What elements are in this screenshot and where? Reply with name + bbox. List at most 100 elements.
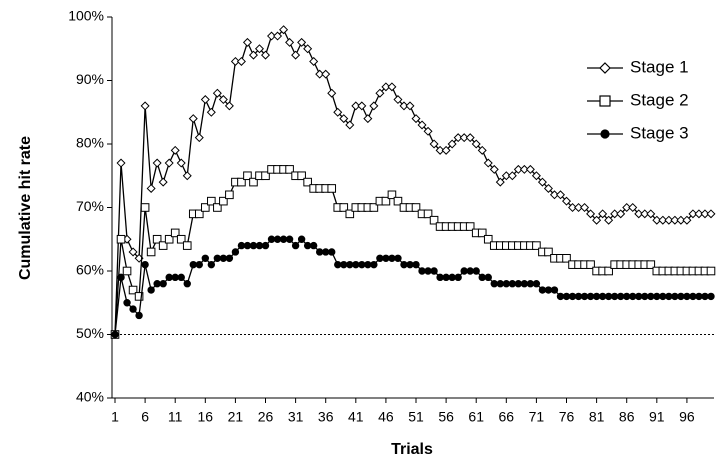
marker: [604, 266, 613, 276]
marker: [526, 280, 535, 288]
marker: [411, 114, 421, 124]
marker: [616, 292, 625, 301]
marker: [599, 62, 611, 74]
marker: [159, 280, 167, 288]
marker: [393, 196, 403, 206]
x-tick-label: 86: [619, 409, 635, 425]
marker: [116, 158, 126, 168]
marker: [496, 280, 504, 288]
marker: [158, 177, 168, 187]
marker: [448, 273, 456, 282]
marker: [291, 241, 300, 250]
marker: [261, 171, 270, 181]
marker: [146, 183, 156, 193]
marker: [363, 114, 373, 124]
marker: [170, 228, 180, 238]
marker: [164, 234, 174, 244]
marker: [400, 260, 408, 269]
marker: [490, 280, 498, 288]
marker: [447, 139, 457, 149]
marker: [388, 254, 396, 262]
x-tick-label: 41: [348, 409, 364, 425]
legend-label: Stage 2: [630, 90, 689, 109]
marker: [635, 292, 643, 301]
marker: [297, 171, 306, 181]
marker: [225, 254, 234, 262]
marker: [683, 292, 691, 301]
marker: [580, 202, 590, 213]
marker: [652, 215, 662, 225]
marker: [297, 37, 307, 47]
marker: [369, 203, 379, 212]
marker: [183, 280, 191, 288]
marker: [249, 241, 258, 250]
marker: [513, 164, 523, 174]
marker: [477, 145, 487, 155]
marker: [574, 292, 583, 301]
marker: [435, 145, 445, 155]
marker: [472, 267, 480, 275]
marker: [441, 145, 451, 155]
marker: [182, 241, 192, 250]
x-tick-label: 56: [438, 409, 454, 425]
marker: [147, 286, 155, 294]
marker: [273, 235, 282, 243]
marker: [658, 215, 668, 225]
marker: [242, 37, 252, 47]
marker: [394, 254, 402, 262]
marker: [688, 209, 698, 219]
series-line: [114, 238, 711, 335]
marker: [489, 164, 499, 174]
marker: [676, 215, 686, 225]
marker: [465, 222, 475, 231]
marker: [255, 241, 264, 250]
marker: [273, 31, 283, 41]
x-tick-label: 21: [228, 409, 244, 425]
marker: [562, 254, 571, 263]
marker: [334, 260, 342, 269]
marker: [477, 228, 487, 238]
marker: [574, 202, 584, 213]
marker: [471, 139, 481, 149]
y-tick-label: 90%: [76, 71, 104, 87]
y-tick-label: 70%: [76, 198, 104, 214]
marker: [393, 95, 403, 105]
series-line: [114, 28, 711, 335]
marker: [123, 299, 131, 307]
marker: [111, 330, 119, 339]
marker: [207, 196, 216, 206]
marker: [188, 114, 198, 124]
marker: [237, 241, 246, 250]
marker: [562, 196, 572, 206]
marker: [659, 292, 667, 301]
marker: [261, 50, 271, 60]
marker: [598, 292, 607, 301]
marker: [405, 101, 415, 111]
marker: [285, 165, 294, 174]
marker: [562, 292, 571, 301]
marker: [411, 203, 421, 212]
marker: [707, 292, 715, 301]
marker: [442, 273, 450, 282]
marker: [525, 164, 535, 174]
marker: [610, 292, 619, 301]
marker: [568, 292, 577, 301]
marker: [303, 44, 313, 54]
marker: [122, 266, 132, 276]
marker: [430, 267, 438, 275]
marker: [586, 292, 595, 301]
marker: [459, 133, 469, 143]
marker: [478, 273, 486, 282]
marker: [460, 267, 468, 275]
marker: [189, 260, 197, 269]
marker: [176, 158, 186, 168]
marker: [695, 292, 703, 301]
marker: [369, 101, 379, 111]
marker: [418, 267, 426, 275]
marker: [370, 260, 378, 269]
legend-label: Stage 3: [630, 123, 689, 142]
marker: [345, 209, 355, 219]
marker: [352, 260, 360, 269]
marker: [538, 286, 547, 294]
